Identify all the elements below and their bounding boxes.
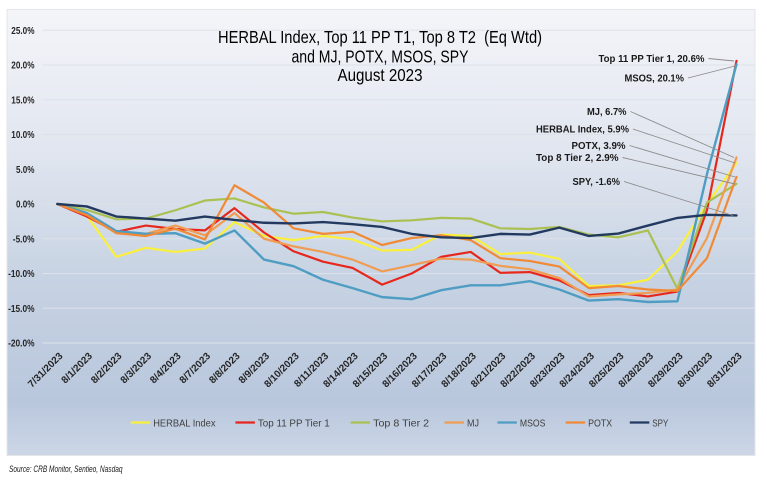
svg-text:SPY: SPY: [652, 418, 668, 430]
svg-text:HERBAL Index, 5.9%: HERBAL Index, 5.9%: [536, 124, 630, 136]
svg-text:-5.0%: -5.0%: [13, 234, 35, 245]
svg-text:and MJ, POTX, MSOS, SPY: and MJ, POTX, MSOS, SPY: [292, 47, 469, 67]
svg-text:MJ: MJ: [467, 418, 479, 430]
svg-text:POTX: POTX: [588, 418, 612, 430]
svg-text:0.0%: 0.0%: [16, 200, 35, 211]
svg-text:Top 11 PP Tier 1: Top 11 PP Tier 1: [258, 418, 330, 430]
svg-text:HERBAL Index: HERBAL Index: [153, 418, 216, 430]
svg-text:10.0%: 10.0%: [11, 130, 34, 141]
svg-text:-15.0%: -15.0%: [8, 304, 34, 315]
svg-text:MSOS, 20.1%: MSOS, 20.1%: [625, 73, 685, 85]
svg-text:POTX, 3.9%: POTX, 3.9%: [572, 140, 627, 152]
svg-text:HERBAL Index, Top 11 PP T1, To: HERBAL Index, Top 11 PP T1, Top 8 T2 (Eq…: [218, 27, 542, 47]
svg-text:15.0%: 15.0%: [11, 95, 34, 106]
svg-text:August 2023: August 2023: [338, 65, 423, 85]
svg-text:25.0%: 25.0%: [11, 26, 34, 37]
svg-text:Top 8 Tier 2, 2.9%: Top 8 Tier 2, 2.9%: [536, 152, 619, 164]
svg-text:SPY, -1.6%: SPY, -1.6%: [573, 176, 621, 188]
svg-text:5.0%: 5.0%: [16, 165, 35, 176]
svg-text:Top 11 PP Tier 1, 20.6%: Top 11 PP Tier 1, 20.6%: [599, 53, 706, 65]
svg-text:20.0%: 20.0%: [11, 61, 34, 72]
svg-text:MJ, 6.7%: MJ, 6.7%: [587, 106, 627, 118]
svg-text:Top 8 Tier 2: Top 8 Tier 2: [373, 418, 429, 430]
svg-text:Source: CRB Monitor, Sentieo,: Source: CRB Monitor, Sentieo, Nasdaq: [9, 464, 123, 474]
svg-text:-20.0%: -20.0%: [8, 339, 34, 350]
svg-text:-10.0%: -10.0%: [8, 269, 34, 280]
svg-text:MSOS: MSOS: [520, 418, 546, 430]
